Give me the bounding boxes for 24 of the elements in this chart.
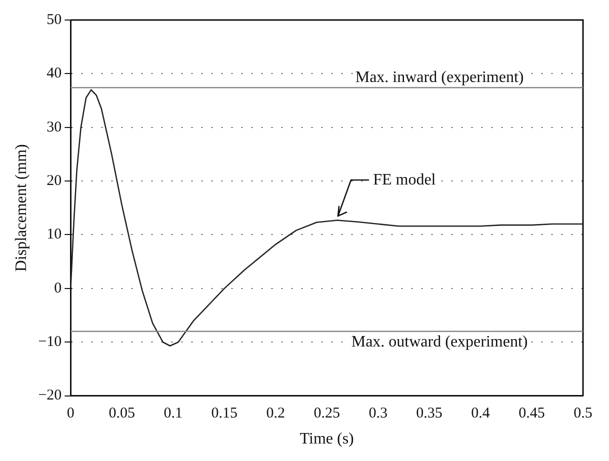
ref-line-label: Max. inward (experiment) (355, 68, 524, 86)
y-tick-label: −10 (38, 334, 62, 350)
y-tick-label: 0 (54, 280, 62, 296)
y-tick-label: 50 (46, 12, 62, 28)
x-axis-title: Time (s) (300, 430, 354, 448)
y-tick-label: 10 (46, 226, 62, 243)
y-tick-label: −20 (38, 388, 62, 404)
x-tick-label: 0.45 (518, 406, 545, 422)
x-tick-label: 0.05 (108, 406, 136, 422)
x-tick-label: 0 (66, 406, 74, 422)
x-tick-label: 0.15 (211, 406, 238, 422)
x-tick-label: 0.5 (574, 406, 592, 422)
annotation: FE model (373, 171, 436, 188)
x-tick-label: 0.1 (164, 406, 183, 422)
y-tick-label: 30 (46, 119, 62, 136)
x-tick-label: 0.3 (368, 406, 388, 422)
ref-line-label: Max. outward (experiment) (351, 334, 528, 351)
y-axis-title: Displacement (mm) (12, 144, 30, 272)
x-tick-label: 0.2 (266, 406, 285, 422)
y-tick-label: 20 (46, 172, 62, 189)
x-tick-label: 0.4 (471, 406, 490, 422)
x-tick-label: 0.25 (314, 406, 340, 422)
x-tick-label: 0.35 (416, 406, 442, 422)
y-tick-label: 40 (46, 66, 62, 82)
